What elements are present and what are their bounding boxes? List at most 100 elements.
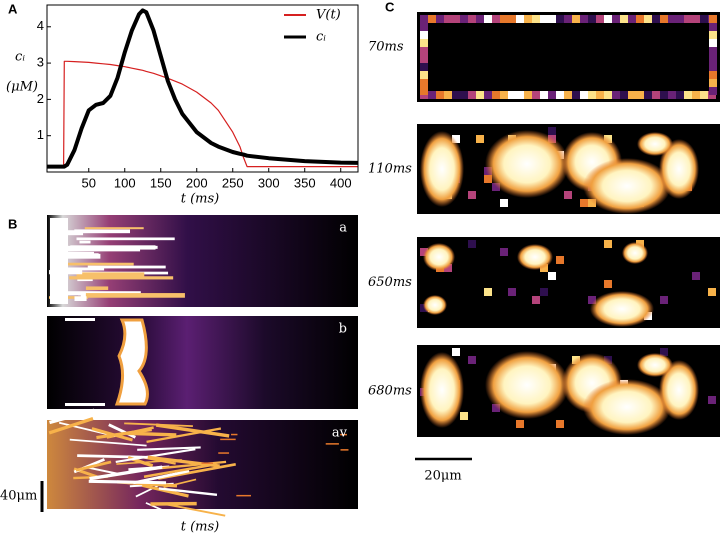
streak	[85, 286, 109, 290]
cell	[500, 15, 508, 23]
cell	[420, 23, 428, 31]
streak	[65, 318, 95, 321]
cell	[532, 91, 540, 99]
legend-label: cᵢ	[316, 30, 326, 45]
streak	[137, 446, 201, 451]
x-tick-label: 50	[82, 175, 96, 190]
cell	[556, 91, 564, 99]
cell	[548, 127, 556, 135]
cell	[492, 404, 500, 412]
streak	[69, 253, 99, 258]
streak	[201, 462, 214, 464]
cell	[588, 296, 596, 304]
cell	[420, 79, 428, 87]
streak	[147, 455, 220, 468]
active-region	[420, 352, 464, 428]
cell	[709, 31, 717, 39]
cell	[708, 288, 716, 296]
streak	[158, 487, 218, 496]
cell	[620, 91, 628, 99]
cell	[452, 135, 460, 143]
cell	[676, 91, 684, 99]
cell	[644, 91, 652, 99]
panel-label: C	[385, 0, 395, 14]
plot-frame	[46, 4, 359, 173]
y-tick-label: 2	[37, 91, 44, 106]
cell	[548, 15, 556, 23]
cell	[524, 15, 532, 23]
streak	[146, 427, 222, 444]
cell	[644, 15, 652, 23]
scale-bar-label: 20μm	[424, 469, 461, 484]
streak	[75, 460, 112, 472]
cell	[709, 79, 717, 87]
streak	[96, 427, 152, 440]
cell	[420, 15, 428, 23]
cell	[684, 91, 692, 99]
active-region	[622, 242, 648, 264]
cell	[556, 15, 564, 23]
active-region	[659, 139, 699, 199]
cell	[420, 31, 428, 39]
time-label: 680ms	[368, 384, 412, 399]
cell	[524, 91, 532, 99]
time-label: 650ms	[368, 275, 412, 290]
x-axis-label: t (ms)	[181, 192, 220, 207]
cell	[604, 240, 612, 248]
cell	[540, 15, 548, 23]
streak	[340, 449, 349, 451]
active-region	[590, 291, 654, 327]
streak	[55, 251, 94, 255]
cell	[692, 272, 700, 280]
y-tick-label: 3	[37, 55, 44, 70]
cell	[588, 15, 596, 23]
active-region	[423, 295, 447, 315]
streak	[124, 422, 193, 427]
streak	[84, 227, 144, 230]
y-axis-unit: (μM)	[6, 80, 38, 95]
streak	[76, 272, 145, 278]
x-axis-label: t (ms)	[181, 520, 220, 535]
cell	[428, 15, 436, 23]
cell	[580, 91, 588, 99]
cell	[540, 288, 548, 296]
streak	[143, 463, 213, 478]
time-label: 70ms	[368, 40, 404, 55]
scale-bar-label: 40μm	[0, 489, 37, 504]
cell	[572, 91, 580, 99]
cell	[444, 15, 452, 23]
snapshot	[417, 12, 720, 102]
cell	[452, 348, 460, 356]
cell	[500, 91, 508, 99]
active-region	[485, 351, 569, 419]
streak	[77, 454, 151, 459]
cell	[604, 91, 612, 99]
streak	[115, 448, 196, 463]
cell	[508, 15, 516, 23]
x-tick-label: 100	[114, 175, 136, 190]
cell	[460, 91, 468, 99]
streak	[49, 296, 88, 299]
cell	[516, 420, 524, 428]
active-region	[637, 132, 673, 156]
data-line	[47, 60, 358, 168]
cell	[492, 91, 500, 99]
heatmaps: a b av 40μm t (ms) 70ms 110ms 650ms 680ms 20μm	[0, 12, 720, 535]
cell	[564, 15, 572, 23]
panel-label: A	[8, 1, 18, 16]
cell	[700, 91, 708, 99]
active-region	[637, 353, 673, 377]
cell	[420, 71, 428, 79]
cell	[484, 175, 492, 183]
cell	[484, 91, 492, 99]
active-region	[659, 360, 699, 420]
cell	[492, 15, 500, 23]
y-tick-label: 1	[37, 127, 44, 142]
streak	[48, 417, 94, 435]
row-label: b	[339, 322, 347, 337]
legend-label: V(t)	[316, 8, 341, 23]
cell	[540, 91, 548, 99]
time-label: 110ms	[368, 162, 412, 177]
cell	[620, 15, 628, 23]
